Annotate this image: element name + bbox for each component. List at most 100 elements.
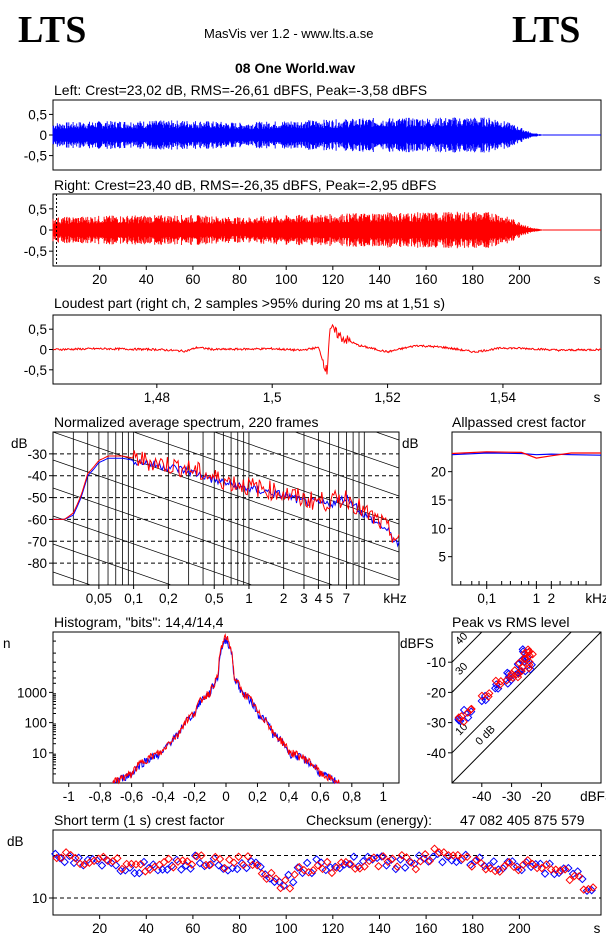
peak-vs-rms-ytick-label: -10	[426, 655, 446, 670]
short-term-left-point	[349, 852, 359, 861]
short-term-crest-xtick-label: 20	[92, 921, 107, 936]
histogram-xtick-label: 1	[380, 789, 388, 804]
short-term-ylabel: dB	[7, 834, 24, 849]
allpassed-crest-factor-xunit-label: kHz	[585, 591, 606, 606]
short-term-right-point	[262, 874, 271, 884]
short-term-crest-xtick-label: 140	[368, 921, 391, 936]
short-term-right-point	[234, 852, 243, 861]
short-term-right-point	[187, 860, 197, 869]
allpassed-crest-factor-ytick-label: 5	[438, 550, 446, 565]
left-waveform-signal	[52, 117, 593, 153]
short-term-right-point	[99, 852, 108, 862]
short-term-right-point	[388, 854, 397, 863]
histogram-xtick-label: 0,4	[280, 789, 299, 804]
short-term-right-point	[406, 858, 416, 867]
short-term-right-point	[308, 865, 318, 875]
left-waveform-ytick-label: 0	[39, 128, 47, 143]
short-term-right-point	[290, 870, 299, 879]
allpassed-crest-factor-xtick-label: 1	[533, 591, 541, 606]
right-waveform-xtick-label: 160	[415, 272, 438, 287]
peak-rms-left-point	[477, 696, 487, 706]
allpass-left-line	[451, 452, 602, 456]
peak-vs-rms-xtick-label: -20	[532, 789, 552, 804]
short-term-right-point	[374, 861, 383, 871]
histogram-title: Histogram, "bits": 14,4/14,4	[54, 614, 224, 630]
histogram-xtick-label: -0,4	[151, 789, 175, 804]
short-term-left-point	[293, 863, 303, 872]
short-term-left-point	[428, 852, 438, 861]
spectrum-left-line	[53, 457, 400, 548]
short-term-right-point	[411, 864, 421, 874]
average-spectrum-ytick-label: -40	[27, 469, 47, 484]
peak-vs-rms-xtick-label: -30	[502, 789, 522, 804]
short-term-right-point	[537, 863, 547, 873]
peak-rms-right-point	[477, 691, 487, 701]
left-waveform-ytick-label: 0,5	[28, 107, 47, 122]
short-term-left-point	[377, 852, 387, 861]
short-term-right-point	[528, 859, 537, 869]
peak-rms-left-point	[459, 705, 469, 715]
spectrum-slope-line	[213, 432, 399, 497]
short-term-right-point	[267, 868, 276, 878]
checksum-value: 47 082 405 875 579	[460, 812, 585, 828]
average-spectrum-xtick-label: 7	[343, 591, 351, 606]
spectrum-slope-line	[53, 96, 399, 216]
peak-rms-crest-line	[451, 631, 602, 784]
peak-rms-right-point	[525, 651, 534, 660]
average-spectrum-ytick-label: -60	[27, 512, 47, 527]
peak-rms-right-point	[518, 663, 527, 672]
short-term-right-point	[542, 860, 551, 869]
short-term-right-point	[546, 865, 556, 874]
short-term-right-point	[113, 853, 122, 863]
short-term-right-point	[169, 863, 178, 872]
short-term-right-point	[117, 864, 127, 874]
short-term-right-point	[313, 860, 323, 870]
short-term-right-point	[103, 856, 113, 866]
short-term-left-point	[97, 861, 107, 870]
short-term-right-point	[420, 850, 430, 859]
short-term-right-point	[439, 848, 449, 857]
short-term-left-point	[177, 865, 186, 874]
short-term-right-point	[509, 862, 519, 871]
short-term-right-point	[183, 857, 192, 866]
short-term-right-point	[197, 851, 206, 860]
short-term-left-point	[270, 877, 279, 887]
short-term-right-point	[57, 853, 66, 863]
short-term-right-point	[500, 861, 509, 871]
short-term-right-point	[229, 858, 239, 867]
short-term-right-point	[514, 865, 523, 875]
short-term-right-point	[453, 850, 463, 860]
right-waveform-ytick-label: 0	[39, 223, 47, 238]
average-spectrum-ytick-label: -80	[27, 556, 47, 571]
peak-rms-right-point	[491, 676, 501, 686]
peak-rms-right-point	[459, 717, 468, 726]
peak-rms-left-point	[518, 645, 528, 654]
peak-rms-crest-line	[451, 631, 572, 754]
right-waveform-ytick-label: 0,5	[28, 202, 47, 217]
file-name: 08 One World.wav	[235, 60, 356, 76]
average-spectrum-xunit-label: kHz	[383, 591, 406, 606]
average-spectrum-xtick-label: 0,2	[159, 591, 178, 606]
loudest-part-xtick-label: 1,52	[374, 390, 400, 405]
short-term-right-point	[75, 859, 85, 869]
peak-rms-title: Peak vs RMS level	[452, 614, 570, 630]
histogram-xtick-label: 0	[222, 789, 230, 804]
average-spectrum-xtick-label: 2	[280, 591, 288, 606]
right-waveform-xtick-label: 60	[185, 272, 200, 287]
allpassed-crest-factor-frame	[451, 431, 602, 586]
short-term-right-point	[565, 875, 574, 885]
peak-rms-right-point	[502, 676, 511, 685]
short-term-right-point	[495, 867, 505, 876]
right-waveform-signal	[52, 211, 592, 249]
right-waveform-xtick-label: 140	[368, 272, 391, 287]
spectrum-slope-line	[53, 543, 173, 585]
peak-rms-right-point	[467, 704, 476, 714]
histogram-xtick-label: 0,8	[342, 789, 361, 804]
histogram-ylabel: n	[3, 636, 11, 651]
short-term-left-point	[130, 868, 139, 878]
allpassed-crest-factor-ytick-label: 15	[431, 493, 446, 508]
short-term-right-point	[136, 860, 145, 869]
short-term-right-point	[332, 863, 341, 872]
histogram-ytick-label: 1000	[17, 685, 47, 700]
short-term-crest-xtick-label: 200	[508, 921, 531, 936]
